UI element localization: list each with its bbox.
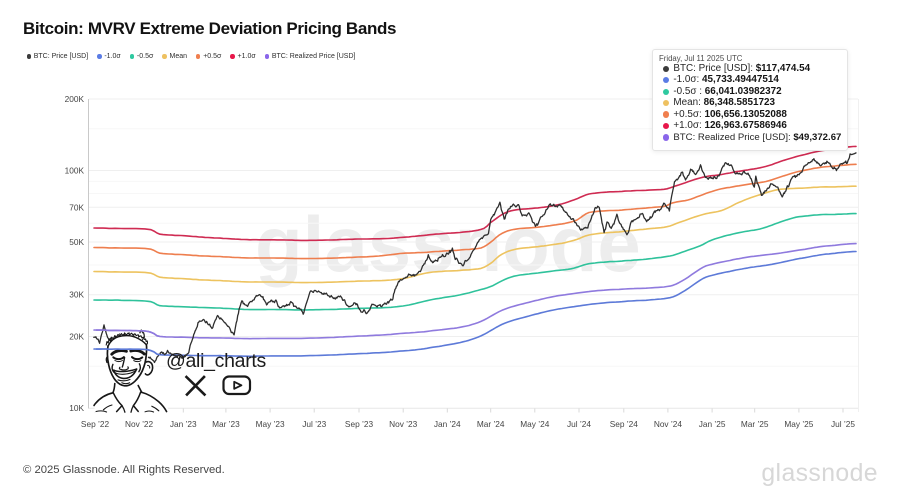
svg-text:May ’25: May ’25 [784, 419, 813, 429]
svg-text:Jul ’25: Jul ’25 [831, 419, 855, 429]
svg-text:50K: 50K [69, 237, 84, 247]
svg-text:Sep ’22: Sep ’22 [81, 419, 110, 429]
svg-text:70K: 70K [69, 202, 84, 212]
svg-text:200K: 200K [65, 94, 85, 104]
svg-text:Mar ’25: Mar ’25 [741, 419, 769, 429]
svg-text:Mar ’24: Mar ’24 [477, 419, 505, 429]
svg-text:Nov ’24: Nov ’24 [654, 419, 683, 429]
svg-text:Jan ’25: Jan ’25 [699, 419, 726, 429]
svg-text:Jul ’23: Jul ’23 [302, 419, 326, 429]
svg-text:May ’24: May ’24 [520, 419, 549, 429]
svg-text:May ’23: May ’23 [256, 419, 285, 429]
svg-text:Jul ’24: Jul ’24 [567, 419, 591, 429]
svg-text:Nov ’23: Nov ’23 [389, 419, 418, 429]
svg-text:10K: 10K [69, 403, 84, 413]
svg-text:Jan ’24: Jan ’24 [434, 419, 461, 429]
svg-text:Jan ’23: Jan ’23 [170, 419, 197, 429]
svg-text:Sep ’23: Sep ’23 [345, 419, 374, 429]
svg-text:20K: 20K [69, 332, 84, 342]
svg-text:100K: 100K [65, 166, 85, 176]
svg-text:30K: 30K [69, 290, 84, 300]
svg-text:Mar ’23: Mar ’23 [212, 419, 240, 429]
svg-text:Nov ’22: Nov ’22 [125, 419, 154, 429]
svg-text:Sep ’24: Sep ’24 [610, 419, 639, 429]
